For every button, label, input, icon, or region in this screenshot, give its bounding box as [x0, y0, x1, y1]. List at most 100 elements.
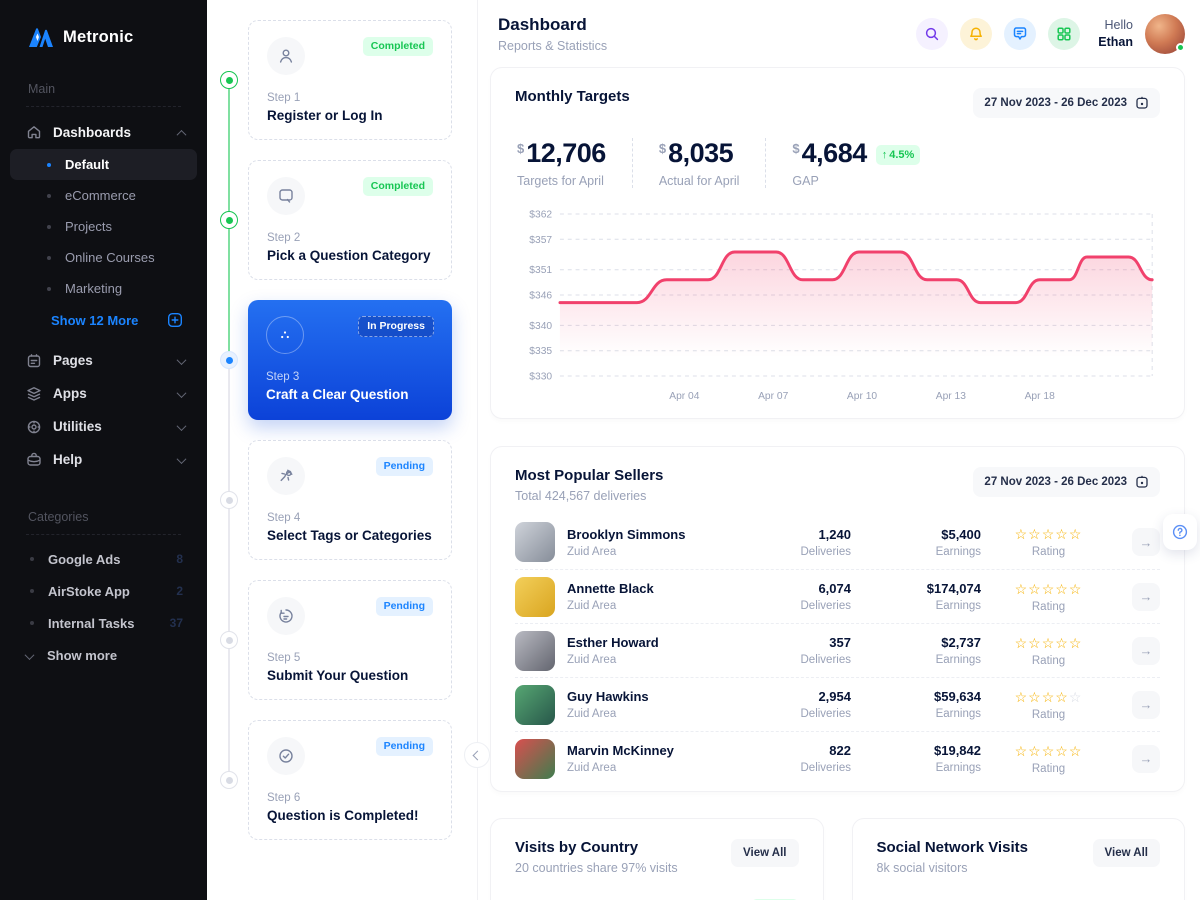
deliveries-value: 357 — [829, 635, 851, 650]
card-subtitle: Total 424,567 deliveries — [515, 489, 647, 503]
rating-stars: ☆☆☆☆☆ — [1014, 526, 1083, 542]
row-detail-button[interactable]: → — [1132, 690, 1160, 719]
collapse-panel-button[interactable] — [464, 742, 490, 768]
step-card-2[interactable]: Completed Step 2 Pick a Question Categor… — [248, 160, 452, 280]
view-all-button[interactable]: View All — [1092, 839, 1160, 867]
step-card-1[interactable]: Completed Step 1 Register or Log In — [248, 20, 452, 140]
status-badge: Pending — [375, 457, 433, 476]
stat-label: GAP — [792, 174, 819, 188]
sidebar-item-help[interactable]: Help — [0, 443, 207, 476]
sidebar-item-online-courses[interactable]: Online Courses — [10, 242, 197, 273]
rating-label: Rating — [1031, 708, 1066, 721]
question-circle-icon — [1172, 524, 1188, 540]
timeline-dot-pending — [220, 491, 238, 509]
date-range-text: 27 Nov 2023 - 26 Dec 2023 — [984, 97, 1127, 109]
date-range-picker[interactable]: 27 Nov 2023 - 26 Dec 2023 — [973, 88, 1160, 118]
metronic-logo-icon — [29, 28, 53, 47]
show-more-dashboards-link[interactable]: Show 12 More — [0, 304, 207, 336]
page-subtitle: Reports & Statistics — [498, 39, 608, 53]
step-card-3-active[interactable]: In Progress Step 3 Craft a Clear Questio… — [248, 300, 452, 420]
help-button[interactable] — [1163, 514, 1197, 550]
status-badge: In Progress — [358, 316, 434, 337]
category-icon — [267, 177, 305, 215]
sidebar-item-dashboards[interactable]: Dashboards — [0, 115, 207, 149]
rating-label: Rating — [1031, 600, 1066, 613]
timeline-dot-active — [220, 351, 238, 369]
bullet-icon — [30, 589, 34, 593]
plus-square-icon[interactable] — [167, 312, 183, 328]
sidebar-item-label: Apps — [53, 386, 87, 401]
card-title: Most Popular Sellers — [515, 467, 664, 484]
brand-logo[interactable]: Metronic — [0, 0, 207, 48]
view-all-button[interactable]: View All — [731, 839, 799, 867]
sidebar-item-marketing[interactable]: Marketing — [10, 273, 197, 304]
arrow-right-icon: → — [1139, 589, 1153, 604]
messages-button[interactable] — [1004, 18, 1037, 50]
avatar — [515, 522, 555, 562]
chat-icon — [1014, 27, 1027, 40]
sidebar-item-utilities[interactable]: Utilities — [0, 410, 207, 443]
step-title: Pick a Question Category — [267, 248, 431, 263]
svg-text:$330: $330 — [529, 371, 552, 382]
sidebar-item-label: eCommerce — [65, 188, 136, 203]
sidebar-item-projects[interactable]: Projects — [10, 211, 197, 242]
chevron-up-icon — [176, 125, 187, 140]
bullet-icon — [47, 224, 51, 229]
seller-name: Esther Howard — [567, 635, 659, 650]
sidebar-item-ecommerce[interactable]: eCommerce — [10, 180, 197, 211]
step-title: Register or Log In — [267, 108, 383, 123]
utilities-icon — [26, 419, 42, 435]
sidebar-item-show-more-categories[interactable]: Show more — [0, 639, 207, 671]
visits-by-country-card: Visits by Country 20 countries share 97%… — [490, 818, 824, 900]
table-row: Esther Howard Zuid Area 357 Deliveries $2… — [515, 623, 1160, 677]
sidebar-item-google-ads[interactable]: Google Ads 8 — [0, 543, 207, 575]
bullet-icon — [30, 621, 34, 625]
sidebar-item-default[interactable]: Default — [10, 149, 197, 180]
status-badge: Completed — [362, 37, 433, 56]
greeting-text: Hello — [1104, 18, 1134, 33]
search-icon — [926, 27, 939, 41]
chevron-left-icon — [472, 750, 482, 760]
sidebar-item-label: Utilities — [53, 419, 102, 434]
sidebar-item-internal-tasks[interactable]: Internal Tasks 37 — [0, 607, 207, 639]
search-button[interactable] — [916, 18, 949, 50]
step-card-5[interactable]: Pending Step 5 Submit Your Question — [248, 580, 452, 700]
svg-text:$351: $351 — [529, 265, 552, 276]
deliveries-label: Deliveries — [800, 654, 852, 666]
earnings-value: $174,074 — [926, 581, 981, 596]
row-detail-button[interactable]: → — [1132, 636, 1160, 665]
avatar[interactable] — [1145, 14, 1185, 54]
section-label-main: Main — [28, 82, 56, 96]
earnings-label: Earnings — [935, 600, 981, 612]
gap-change-badge: ↑ 4.5% — [875, 145, 921, 165]
sidebar-item-label: Default — [65, 157, 110, 172]
currency-sign: $ — [658, 141, 667, 156]
step-title: Select Tags or Categories — [267, 528, 432, 543]
earnings-label: Earnings — [935, 708, 981, 720]
step-card-6[interactable]: Pending Step 6 Question is Completed! — [248, 720, 452, 840]
avatar — [515, 684, 555, 725]
apps-grid-button[interactable] — [1048, 18, 1081, 50]
row-detail-button[interactable]: → — [1132, 582, 1160, 611]
step-number: Step 2 — [267, 232, 301, 244]
main-content: Dashboard Reports & Statistics Hello Eth… — [478, 0, 1200, 900]
user-icon — [267, 37, 305, 75]
date-range-picker[interactable]: 27 Nov 2023 - 26 Dec 2023 — [973, 467, 1160, 497]
chevron-down-icon — [176, 452, 187, 467]
notifications-button[interactable] — [960, 18, 993, 50]
bullet-icon — [47, 286, 51, 291]
sidebar-item-airstoke-app[interactable]: AirStoke App 2 — [0, 575, 207, 607]
page-header: Dashboard Reports & Statistics Hello Eth… — [490, 0, 1185, 54]
sidebar-item-label: Online Courses — [65, 250, 155, 265]
targets-chart: $362 $357 $351 $346 $340 $335 $330 Apr 04 Apr 07… — [515, 198, 1160, 415]
svg-text:Apr 18: Apr 18 — [1025, 391, 1055, 402]
dots-icon — [266, 316, 304, 354]
stat-label: Actual for April — [658, 174, 740, 188]
bullet-icon — [47, 193, 51, 198]
step-title: Submit Your Question — [267, 668, 409, 683]
row-detail-button[interactable]: → — [1132, 744, 1160, 773]
sidebar-item-pages[interactable]: Pages — [0, 344, 207, 377]
row-detail-button[interactable]: → — [1132, 528, 1160, 556]
sidebar-item-apps[interactable]: Apps — [0, 377, 207, 410]
step-card-4[interactable]: Pending Step 4 Select Tags or Categories — [248, 440, 452, 560]
